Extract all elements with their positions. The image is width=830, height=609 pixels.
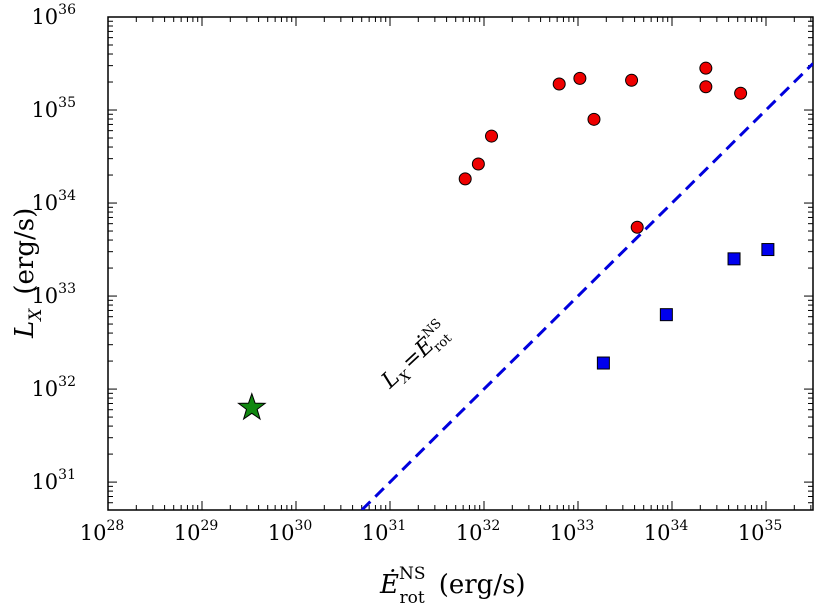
red-circle-point bbox=[471, 157, 485, 171]
line-annotation: LX=ĖNSrot bbox=[374, 316, 457, 397]
data-points bbox=[237, 61, 775, 421]
y-tick-label: 1035 bbox=[31, 95, 76, 122]
red-circle-point bbox=[587, 112, 601, 126]
y-tick-label: 1032 bbox=[31, 374, 76, 401]
y-tick-label: 1034 bbox=[31, 188, 76, 215]
x-tick-label: 1031 bbox=[362, 518, 407, 545]
y-tick-label: 1031 bbox=[31, 467, 76, 494]
blue-square-point bbox=[727, 252, 741, 266]
x-tick-label: 1033 bbox=[550, 518, 595, 545]
y-tick-label: 1036 bbox=[31, 2, 76, 29]
red-circle-point bbox=[699, 80, 713, 94]
y-axis-label: LX(erg/s) bbox=[10, 208, 46, 339]
blue-square-point bbox=[659, 308, 673, 322]
x-tick-label: 1032 bbox=[456, 518, 501, 545]
red-circle-point bbox=[552, 77, 566, 91]
x-tick-label: 1034 bbox=[644, 518, 689, 545]
plot-frame bbox=[107, 16, 814, 511]
red-circle-point bbox=[699, 61, 713, 75]
red-circle-point bbox=[573, 71, 587, 85]
x-axis-label: ĖNS rot (erg/s) bbox=[379, 564, 526, 608]
x-tick-label: 1029 bbox=[174, 518, 219, 545]
ticks bbox=[107, 16, 813, 510]
red-circle-point bbox=[734, 86, 748, 100]
red-circle-point bbox=[458, 172, 472, 186]
blue-square-point bbox=[596, 356, 610, 370]
x-tick-label: 1035 bbox=[738, 518, 783, 545]
blue-square-point bbox=[761, 243, 775, 257]
tick-labels: 1028 1029 1030 1031 1032 1033 1034 1035 1031 1032… bbox=[31, 2, 782, 545]
equality-line bbox=[360, 62, 813, 510]
reference-lines bbox=[360, 62, 813, 510]
red-circle-point bbox=[625, 73, 639, 87]
red-circle-point bbox=[485, 129, 499, 143]
x-tick-label: 1028 bbox=[80, 518, 125, 545]
red-circle-point bbox=[630, 220, 644, 234]
y-tick-label: 1033 bbox=[31, 281, 76, 308]
x-tick-label: 1030 bbox=[268, 518, 313, 545]
green-star-point bbox=[237, 392, 267, 421]
